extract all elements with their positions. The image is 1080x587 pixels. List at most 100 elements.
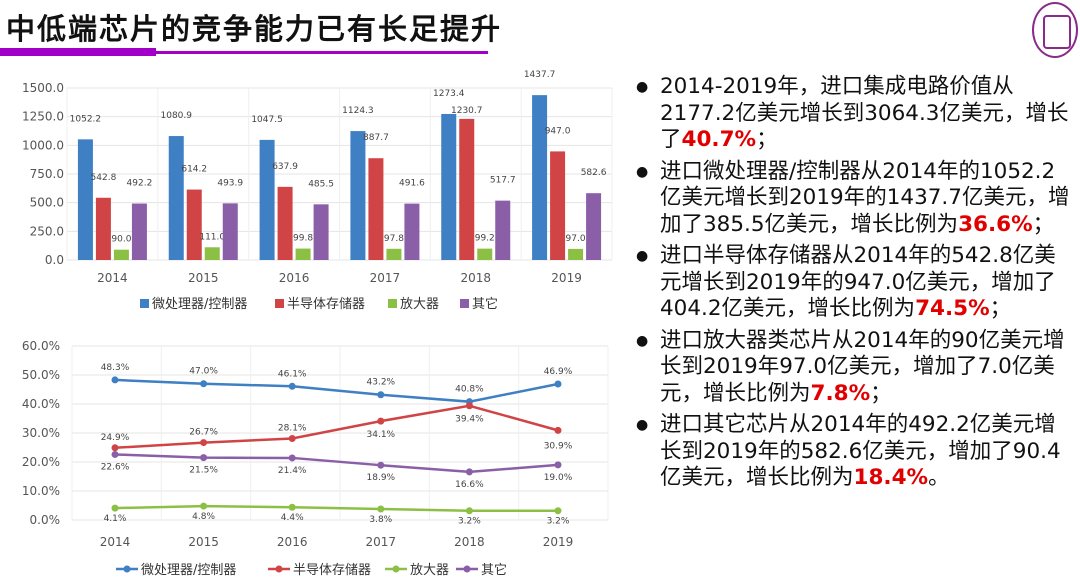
data-point <box>200 380 208 388</box>
series-line <box>114 453 559 474</box>
legend-label: 放大器 <box>410 563 449 578</box>
data-label: 43.2% <box>367 378 396 388</box>
y-tick-label: 20.0% <box>22 455 60 469</box>
data-label: 90.0 <box>111 235 131 245</box>
university-seal-logo <box>1032 2 1078 58</box>
bullet-text-part: 进口其它芯片从2014年的492.2亿美元增长到2019年的582.6亿美元，增… <box>660 412 1061 490</box>
x-tick-label: 2018 <box>454 535 485 549</box>
legend-label: 放大器 <box>400 297 439 312</box>
y-tick-label: 50.0% <box>22 368 60 382</box>
data-label: 28.1% <box>278 424 307 434</box>
y-tick-label: 10.0% <box>22 484 60 498</box>
data-label: 22.6% <box>101 462 130 472</box>
highlight-percent: 40.7% <box>681 127 757 152</box>
bar <box>550 151 566 260</box>
data-label: 97.8 <box>384 234 404 244</box>
data-label: 111.0 <box>199 232 225 242</box>
y-tick-label: 0.0 <box>45 253 64 267</box>
data-point <box>200 439 208 447</box>
bullet-text-part: ； <box>989 296 1012 321</box>
x-tick-label: 2015 <box>188 535 219 549</box>
bar <box>477 248 493 260</box>
y-tick-label: 750.0 <box>30 167 64 181</box>
bullet-text-part: 。 <box>928 465 950 490</box>
bar <box>368 158 384 260</box>
data-label: 1273.4 <box>433 89 465 99</box>
charts-area: 0.0 250.0 500.0 750.0 1000.0 1250.0 1500.0 2014… <box>22 70 613 578</box>
data-label: 614.2 <box>181 165 207 175</box>
legend-marker <box>463 565 471 573</box>
data-label: 99.2 <box>475 234 495 244</box>
data-label: 1052.2 <box>70 114 102 124</box>
data-label: 97.0 <box>566 234 586 244</box>
data-label: 47.0% <box>189 367 218 377</box>
highlight-percent: 18.4% <box>853 465 929 490</box>
x-tick-label: 2014 <box>100 535 131 549</box>
data-point <box>554 461 562 469</box>
data-point <box>554 380 562 388</box>
data-label: 517.7 <box>490 176 516 186</box>
data-point <box>377 505 385 513</box>
bar <box>459 118 475 260</box>
y-tick-label: 40.0% <box>22 397 60 411</box>
series-line <box>114 404 559 450</box>
data-label: 21.5% <box>189 466 218 476</box>
bar <box>350 131 366 260</box>
y-tick-label: 60.0% <box>22 339 60 353</box>
bullet-text-part: ； <box>1032 211 1055 237</box>
data-point <box>200 454 208 462</box>
data-point <box>288 503 296 511</box>
data-label: 3.8% <box>369 515 392 525</box>
highlight-percent: 7.8% <box>810 380 871 406</box>
bar <box>259 139 275 260</box>
data-label: 3.2% <box>547 517 570 527</box>
bullet-item: 进口其它芯片从2014年的492.2亿美元增长到2019年的582.6亿美元，增… <box>632 412 1074 492</box>
x-tick-label: 2017 <box>366 535 397 549</box>
data-label: 542.8 <box>91 173 117 183</box>
bullet-item: 进口微处理器/控制器从2014年的1052.2亿美元增长到2019年的1437.… <box>632 159 1074 239</box>
data-label: 39.4% <box>455 415 484 425</box>
x-tick-label: 2016 <box>277 535 308 549</box>
bar <box>404 203 420 260</box>
x-tick-label: 2016 <box>279 271 310 285</box>
bar <box>277 186 293 260</box>
data-point <box>377 417 385 425</box>
data-label: 582.6 <box>581 168 607 178</box>
bullet-text: 2014-2019年，进口集成电路价值从2177.2亿美元增长到3064.3亿美… <box>632 74 1074 497</box>
y-tick-label: 1000.0 <box>22 138 64 152</box>
x-tick-label: 2019 <box>543 535 574 549</box>
data-label: 1047.5 <box>251 115 283 125</box>
data-label: 1230.7 <box>451 106 483 116</box>
data-label: 485.5 <box>308 179 334 189</box>
data-point <box>288 454 296 462</box>
data-point <box>200 502 208 510</box>
data-label: 3.2% <box>458 517 481 527</box>
bar <box>495 200 511 260</box>
bar <box>532 95 548 260</box>
legend-label: 微处理器/控制器 <box>152 297 247 312</box>
data-label: 1437.7 <box>524 70 556 80</box>
legend-marker <box>275 565 283 573</box>
data-label: 46.9% <box>544 367 573 377</box>
bullet-item: 进口放大器类芯片从2014年的90亿美元增长到2019年97.0亿美元，增加了7… <box>632 328 1074 408</box>
bar <box>222 203 238 260</box>
bullet-item: 进口半导体存储器从2014年的542.8亿美元增长到2019年的947.0亿美元… <box>632 243 1074 323</box>
data-label: 4.8% <box>192 512 215 522</box>
data-point <box>377 391 385 399</box>
legend-label: 微处理器/控制器 <box>141 563 236 578</box>
data-label: 48.3% <box>101 363 130 373</box>
data-point <box>288 435 296 443</box>
bar <box>586 193 602 260</box>
legend-label: 其它 <box>472 296 498 312</box>
legend-label: 其它 <box>481 562 507 578</box>
bar <box>186 189 202 260</box>
legend-marker <box>392 565 400 573</box>
data-point <box>111 450 119 458</box>
data-label: 99.8 <box>293 234 313 244</box>
data-label: 30.9% <box>544 441 573 451</box>
legend-label: 半导体存储器 <box>287 297 365 312</box>
bar <box>168 136 184 260</box>
data-point <box>377 461 385 469</box>
x-tick-label: 2017 <box>370 271 401 285</box>
bullet-item: 2014-2019年，进口集成电路价值从2177.2亿美元增长到3064.3亿美… <box>632 74 1074 154</box>
